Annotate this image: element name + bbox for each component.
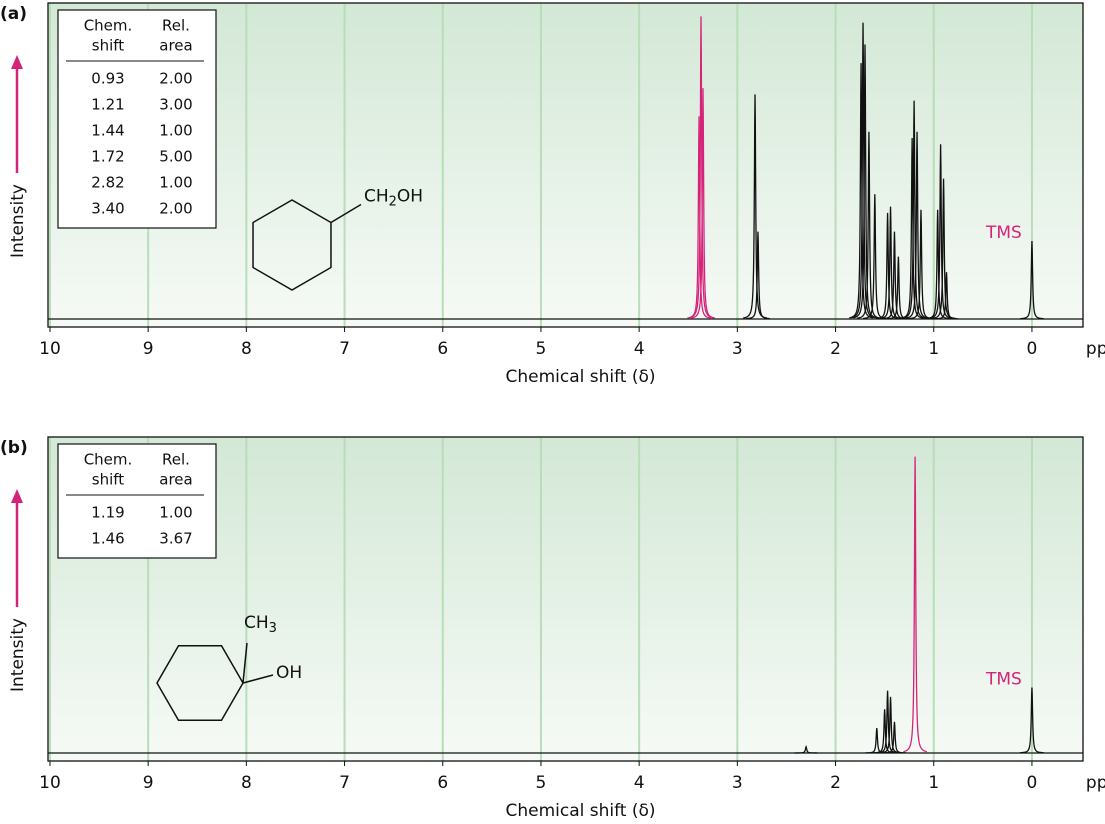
- table-cell: 1.72: [91, 148, 124, 166]
- data-table: Chem. shift Rel. area 0.93 2.00 1.21 3.00 1.44 1.…: [57, 9, 217, 229]
- x-tick-label: 8: [241, 339, 252, 359]
- table-cell: 2.00: [159, 200, 192, 218]
- panel: 109876543210ppmChemical shift (δ)(b)Inte…: [0, 436, 1105, 821]
- peak: [689, 16, 713, 319]
- bond: [242, 642, 248, 684]
- label-rest: OH: [397, 187, 423, 207]
- y-axis-label: Intensity: [8, 184, 28, 258]
- peak: [934, 272, 959, 320]
- table-cell: 1.00: [159, 122, 192, 140]
- peak: [902, 100, 926, 319]
- table-box: [57, 443, 217, 559]
- x-tick-label: 5: [536, 773, 547, 793]
- table-header: Chem.: [84, 451, 133, 469]
- table-cell: 1.46: [91, 530, 124, 548]
- table-header: area: [159, 471, 192, 489]
- table-header: area: [159, 37, 192, 55]
- ring: [156, 645, 244, 721]
- peak: [691, 88, 715, 319]
- peak: [851, 22, 875, 319]
- x-tick-label: 1: [928, 773, 939, 793]
- table-header: Rel.: [162, 17, 190, 35]
- peak: [878, 206, 903, 320]
- x-tick-label: 10: [39, 339, 61, 359]
- x-tick-label: 3: [732, 339, 743, 359]
- plot-background: [48, 437, 1083, 761]
- data-table: Chem. shift Rel. area 1.19 1.00 1.46 3.67: [57, 443, 217, 559]
- annotation: TMS: [985, 223, 1022, 243]
- label-sub: 3: [269, 621, 277, 636]
- peak: [853, 44, 877, 319]
- peak: [882, 721, 907, 754]
- x-tick-label: 6: [437, 339, 448, 359]
- label-main: CH: [364, 187, 389, 207]
- x-tick-label: 0: [1027, 773, 1038, 793]
- peak: [905, 131, 929, 319]
- x-tick-label: 7: [339, 339, 350, 359]
- bond: [330, 203, 362, 224]
- panel-label: (a): [0, 4, 27, 24]
- table-cell: 3.00: [159, 96, 192, 114]
- x-axis-label: Chemical shift (δ): [505, 801, 655, 821]
- table-cell: 1.44: [91, 122, 124, 140]
- x-tick-label: 10: [39, 773, 61, 793]
- label-main: OH: [276, 663, 302, 683]
- annotation: TMS: [985, 669, 1022, 689]
- panel-label: (b): [0, 438, 28, 458]
- x-tick-label: 2: [830, 773, 841, 793]
- peak: [1020, 240, 1044, 320]
- x-unit: ppm: [1086, 773, 1105, 793]
- table-cell: 5.00: [159, 148, 192, 166]
- x-tick-label: 4: [634, 773, 645, 793]
- label-sub: 2: [389, 194, 397, 209]
- x-tick-label: 7: [339, 773, 350, 793]
- table-box: [57, 9, 217, 229]
- x-tick-label: 9: [143, 773, 154, 793]
- panel: 109876543210ppmChemical shift (δ)(a)Inte…: [0, 2, 1105, 387]
- x-tick-label: 3: [732, 773, 743, 793]
- table-header: shift: [92, 37, 125, 55]
- table-cell: 1.00: [159, 504, 192, 522]
- x-tick-label: 9: [143, 339, 154, 359]
- table-cell: 1.19: [91, 504, 124, 522]
- peak: [903, 456, 928, 753]
- x-tick-label: 2: [830, 339, 841, 359]
- y-axis-label: Intensity: [8, 618, 28, 692]
- molecule-label: CH3: [244, 613, 277, 636]
- arrow-head: [11, 489, 23, 503]
- table-cell: 2.00: [159, 70, 192, 88]
- molecule-label: CH2OH: [364, 187, 423, 210]
- plot-frame: [47, 436, 1084, 762]
- x-tick-label: 4: [634, 339, 645, 359]
- table-cell: 0.93: [91, 70, 124, 88]
- peak: [1020, 687, 1044, 754]
- x-tick-label: 5: [536, 339, 547, 359]
- x-unit: ppm: [1086, 339, 1105, 359]
- table-header: Chem.: [84, 17, 133, 35]
- x-tick-label: 6: [437, 773, 448, 793]
- peak: [746, 231, 770, 320]
- table-cell: 1.00: [159, 174, 192, 192]
- peak: [928, 144, 953, 319]
- molecule-label: OH: [276, 663, 302, 683]
- label-main: CH: [244, 613, 269, 633]
- peak: [794, 744, 818, 754]
- arrow-head: [11, 55, 23, 69]
- table-header: shift: [92, 471, 125, 489]
- x-tick-label: 8: [241, 773, 252, 793]
- x-tick-label: 0: [1027, 339, 1038, 359]
- bond: [242, 674, 274, 684]
- table-cell: 3.40: [91, 200, 124, 218]
- table-cell: 1.21: [91, 96, 124, 114]
- table-header: Rel.: [162, 451, 190, 469]
- peak: [857, 131, 881, 319]
- table-cell: 2.82: [91, 174, 124, 192]
- table-cell: 3.67: [159, 530, 192, 548]
- plot-frame: [47, 2, 1084, 328]
- x-axis-label: Chemical shift (δ): [505, 367, 655, 387]
- x-tick-label: 1: [928, 339, 939, 359]
